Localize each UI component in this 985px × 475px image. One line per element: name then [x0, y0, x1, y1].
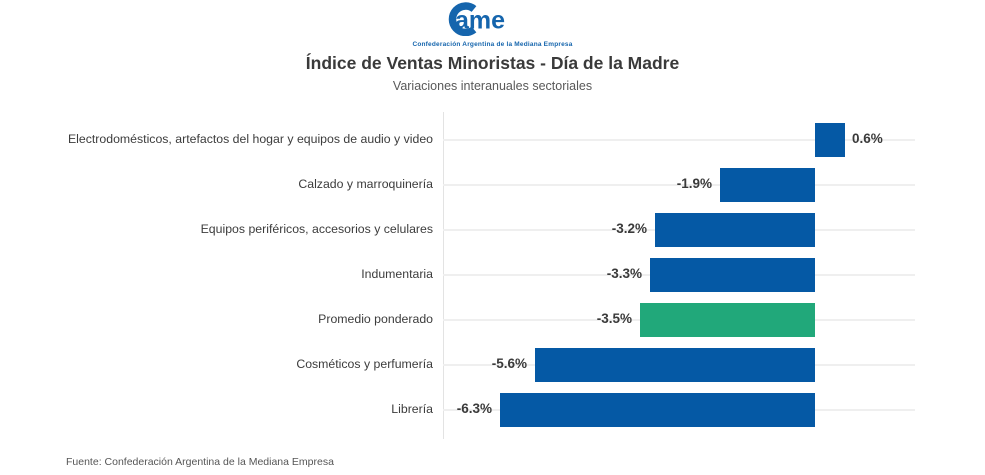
- category-label: Promedio ponderado: [318, 312, 433, 326]
- bar: [650, 258, 815, 292]
- category-label: Calzado y marroquinería: [298, 177, 433, 191]
- bar: [535, 348, 815, 382]
- category-label: Equipos periféricos, accesorios y celula…: [200, 222, 433, 236]
- logo-text: ame: [455, 7, 505, 35]
- category-label: Cosméticos y perfumería: [296, 357, 433, 371]
- bar: [815, 123, 845, 157]
- value-label: -6.3%: [456, 401, 492, 416]
- value-label: -3.3%: [606, 266, 642, 281]
- value-label: 0.6%: [852, 131, 883, 146]
- page-subtitle: Variaciones interanuales sectoriales: [392, 79, 593, 93]
- bar: [720, 168, 815, 202]
- bar: [655, 213, 815, 247]
- value-label: -3.2%: [611, 221, 647, 236]
- value-label: -5.6%: [491, 356, 527, 371]
- value-label: -3.5%: [596, 311, 632, 326]
- page-title: Índice de Ventas Minoristas - Día de la …: [305, 53, 680, 73]
- value-label: -1.9%: [676, 176, 712, 191]
- bar: [640, 303, 815, 337]
- came-logo-icon: ame: [448, 2, 505, 36]
- source-note: Fuente: Confederación Argentina de la Me…: [66, 456, 334, 468]
- plot-area: Electrodomésticos, artefactos del hogar …: [0, 108, 985, 453]
- logo-block: ame Confederación Argentina de la Median…: [0, 2, 985, 48]
- category-label: Electrodomésticos, artefactos del hogar …: [67, 132, 433, 146]
- logo-tagline: Confederación Argentina de la Mediana Em…: [412, 41, 573, 48]
- category-label: Indumentaria: [361, 267, 433, 281]
- category-label: Librería: [391, 402, 433, 416]
- gridline: [443, 184, 915, 186]
- gridline: [443, 139, 915, 141]
- bar: [500, 393, 815, 427]
